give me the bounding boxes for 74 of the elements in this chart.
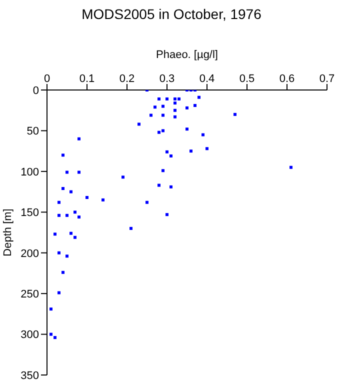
point [158,130,160,134]
x-tick-label: 0.2 [119,73,135,85]
point [50,308,52,311]
point [58,214,60,217]
y-tick-label: 0 [32,84,39,97]
point [66,214,68,217]
point [170,154,172,158]
x-tick-label: 0.6 [279,73,295,85]
point [162,129,164,132]
x-tick-label: 0.4 [199,73,215,85]
y-axis-title: Depth [m] [2,208,14,256]
point [174,115,176,118]
point [174,102,176,105]
point [122,176,124,179]
point [234,112,236,116]
x-tick-label: 0.5 [239,73,255,85]
y-tick-label: 300 [20,329,39,342]
point [158,97,160,100]
point [158,184,160,187]
x-tick-label: 0.7 [319,73,335,85]
point [166,97,168,100]
point [70,190,72,194]
point [174,108,176,112]
point [62,187,64,190]
point [190,150,192,153]
point [78,137,80,140]
x-tick-label: 0 [44,73,50,85]
point [206,147,208,150]
x-tick-label: 0.1 [79,73,95,85]
point [58,251,60,254]
point [54,336,56,340]
y-tick-label: 50 [26,126,39,138]
point [66,254,68,258]
point [78,170,80,174]
y-tick-label: 200 [20,248,39,260]
point [162,169,164,172]
point [130,226,132,230]
point [86,196,88,199]
point [154,106,156,109]
point [58,200,60,204]
point [138,122,140,126]
point [74,236,76,239]
point [102,198,104,202]
point [194,104,196,107]
point [62,154,64,157]
point [66,170,68,174]
y-tick-label: 250 [20,288,39,300]
point [186,128,188,131]
point [54,232,56,236]
point [146,200,148,204]
point [202,133,204,136]
point [290,166,292,169]
point [74,210,76,214]
point [78,216,80,219]
point [70,232,72,235]
point [162,104,164,108]
point [62,270,64,274]
point [186,106,188,110]
y-tick-label: 100 [20,166,39,178]
point [198,96,200,99]
y-tick-label: 150 [20,207,39,220]
y-tick-label: 350 [20,370,39,382]
point [178,97,180,100]
point [150,114,152,117]
chart-title: MODS2005 in October, 1976 [80,6,262,22]
point [174,97,176,100]
x-tick-label: 0.3 [159,73,175,85]
point [170,185,172,188]
point [166,213,168,216]
point [166,150,168,154]
point [50,332,52,336]
point [58,291,60,294]
point [162,114,164,117]
x-axis-title: Phaeo. [µg/l] [156,48,218,61]
